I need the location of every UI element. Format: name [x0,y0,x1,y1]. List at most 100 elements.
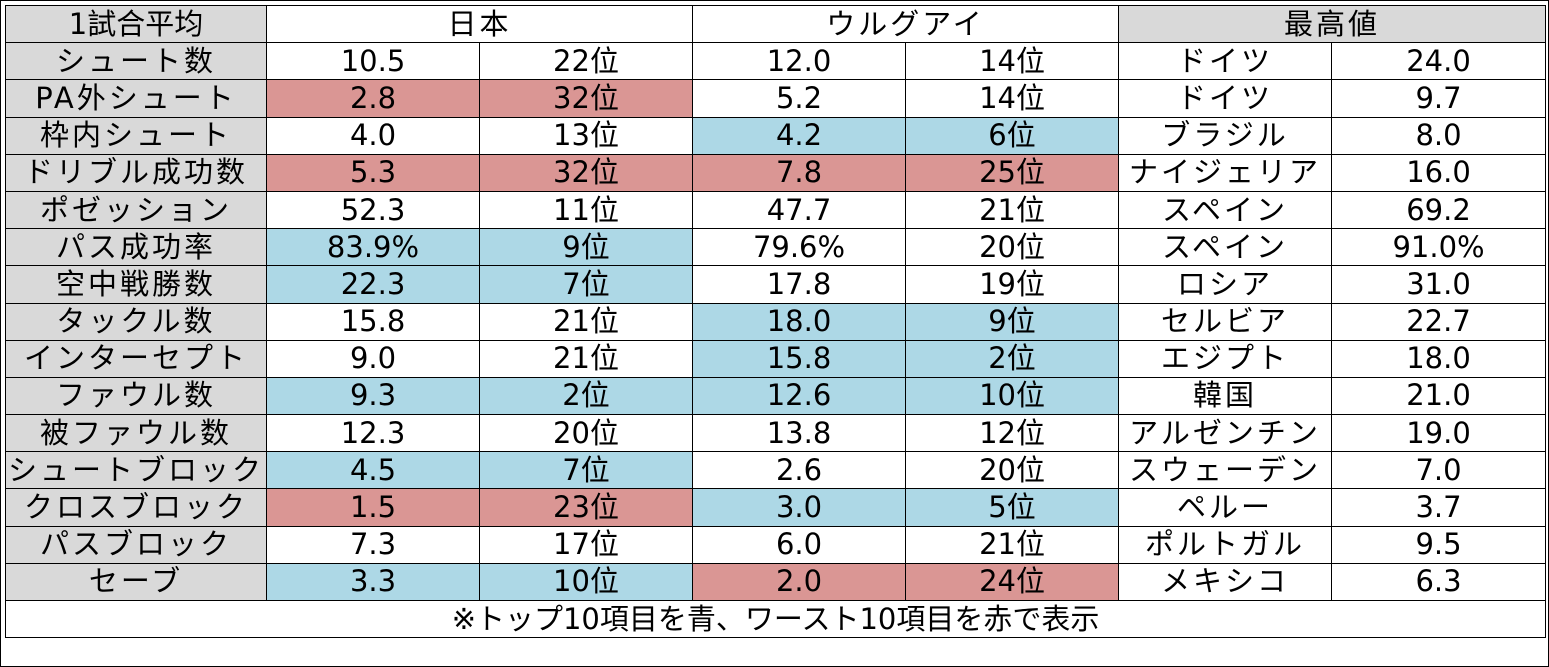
japan-value-cell: 15.8 [266,302,480,341]
uruguay-value-cell: 4.2 [692,116,907,155]
best-team-cell: ナイジェリア [1118,153,1333,192]
japan-value-cell: 83.9% [266,228,480,267]
best-value-cell: 24.0 [1331,42,1547,81]
uruguay-value-cell: 12.6 [692,376,907,416]
best-value-cell: 3.7 [1331,488,1547,527]
table-row: インターセプト 9.0 21位 15.8 2位 エジプト 18.0 [5,339,1547,378]
japan-value-cell: 52.3 [266,190,480,230]
best-team-cell: メキシコ [1118,562,1333,602]
uruguay-rank-cell: 5位 [905,488,1120,527]
best-team-cell: スペイン [1118,190,1333,230]
stat-label-cell: ドリブル成功数 [5,153,267,192]
best-value-cell: 22.7 [1331,302,1547,341]
uruguay-rank-cell: 21位 [905,190,1120,230]
japan-value-cell: 9.3 [266,376,480,416]
stat-label-cell: クロスブロック [5,488,267,527]
uruguay-value-cell: 3.0 [692,488,907,527]
japan-rank-cell: 21位 [478,302,694,341]
best-value-cell: 69.2 [1331,190,1547,230]
japan-value-cell: 7.3 [266,525,480,564]
legend-note: ※トップ10項目を青、ワースト10項目を赤で表示 [4,599,1547,639]
table-row: PA外シュート 2.8 32位 5.2 14位 ドイツ 9.7 [5,79,1547,118]
japan-rank-cell: 22位 [478,42,694,81]
uruguay-value-cell: 13.8 [692,414,907,453]
stat-label-cell: セーブ [5,562,267,602]
japan-rank-cell: 32位 [478,79,694,118]
uruguay-rank-cell: 2位 [905,339,1120,378]
japan-rank-cell: 10位 [478,562,694,602]
table-row: タックル数 15.8 21位 18.0 9位 セルビア 22.7 [5,302,1547,341]
uruguay-value-cell: 2.6 [692,451,907,490]
japan-value-cell: 4.0 [266,116,480,155]
japan-value-cell: 3.3 [266,562,480,602]
japan-rank-cell: 20位 [478,414,694,453]
best-team-cell: スペイン [1118,228,1333,267]
best-value-cell: 16.0 [1331,153,1547,192]
uruguay-rank-cell: 24位 [905,562,1120,602]
table-row: ポゼッション 52.3 11位 47.7 21位 スペイン 69.2 [5,190,1547,230]
uruguay-value-cell: 5.2 [692,79,907,118]
uruguay-rank-cell: 14位 [905,42,1120,81]
japan-rank-cell: 2位 [478,376,694,416]
best-team-cell: ペルー [1118,488,1333,527]
stat-label-cell: PA外シュート [5,79,267,118]
stat-label-cell: ファウル数 [5,376,267,416]
stat-label-cell: 空中戦勝数 [5,265,267,304]
uruguay-rank-cell: 20位 [905,228,1120,267]
japan-rank-cell: 13位 [478,116,694,155]
table-row: シュートブロック 4.5 7位 2.6 20位 スウェーデン 7.0 [5,451,1547,490]
japan-rank-cell: 21位 [478,339,694,378]
table-row: 枠内シュート 4.0 13位 4.2 6位 ブラジル 8.0 [5,116,1547,155]
uruguay-rank-cell: 6位 [905,116,1120,155]
best-value-cell: 21.0 [1331,376,1547,416]
japan-rank-cell: 7位 [478,451,694,490]
header-uruguay-cell: ウルグアイ [692,4,1120,44]
japan-rank-cell: 11位 [478,190,694,230]
note-row: ※トップ10項目を青、ワースト10項目を赤で表示 [4,599,1547,639]
table-row: パスブロック 7.3 17位 6.0 21位 ポルトガル 9.5 [5,525,1547,564]
japan-value-cell: 10.5 [266,42,480,81]
header-label-cell: 1試合平均 [5,4,267,44]
stats-body: シュート数 10.5 22位 12.0 14位 ドイツ 24.0 PA外シュート 2.8 32位 5… [5,42,1547,602]
header-japan-cell: 日本 [265,4,694,44]
japan-value-cell: 22.3 [266,265,480,304]
header-best-cell: 最高値 [1118,4,1547,44]
best-team-cell: エジプト [1118,339,1333,378]
uruguay-rank-cell: 25位 [905,153,1120,192]
stat-label-cell: ポゼッション [5,190,267,230]
best-value-cell: 7.0 [1331,451,1547,490]
uruguay-value-cell: 18.0 [692,302,907,341]
japan-value-cell: 1.5 [266,488,480,527]
stat-label-cell: 枠内シュート [5,116,267,155]
table-row: ファウル数 9.3 2位 12.6 10位 韓国 21.0 [5,376,1547,416]
table-row: シュート数 10.5 22位 12.0 14位 ドイツ 24.0 [5,42,1547,81]
header-row: 1試合平均 日本 ウルグアイ 最高値 [5,4,1547,44]
best-value-cell: 9.5 [1331,525,1547,564]
best-team-cell: ブラジル [1118,116,1333,155]
japan-value-cell: 5.3 [266,153,480,192]
best-team-cell: セルビア [1118,302,1333,341]
uruguay-value-cell: 47.7 [692,190,907,230]
uruguay-rank-cell: 19位 [905,265,1120,304]
best-team-cell: アルゼンチン [1118,414,1333,453]
uruguay-rank-cell: 12位 [905,414,1120,453]
best-team-cell: ドイツ [1118,79,1333,118]
stat-label-cell: パスブロック [5,525,267,564]
table-row: セーブ 3.3 10位 2.0 24位 メキシコ 6.3 [5,562,1547,602]
uruguay-value-cell: 6.0 [692,525,907,564]
uruguay-value-cell: 2.0 [692,562,907,602]
uruguay-rank-cell: 20位 [905,451,1120,490]
japan-rank-cell: 17位 [478,525,694,564]
japan-value-cell: 2.8 [266,79,480,118]
stat-label-cell: シュートブロック [5,451,267,490]
table-row: クロスブロック 1.5 23位 3.0 5位 ペルー 3.7 [5,488,1547,527]
japan-value-cell: 9.0 [266,339,480,378]
best-value-cell: 19.0 [1331,414,1547,453]
uruguay-value-cell: 7.8 [692,153,907,192]
best-value-cell: 91.0% [1331,228,1547,267]
stat-label-cell: タックル数 [5,302,267,341]
japan-rank-cell: 23位 [478,488,694,527]
best-value-cell: 31.0 [1331,265,1547,304]
table-row: ドリブル成功数 5.3 32位 7.8 25位 ナイジェリア 16.0 [5,153,1547,192]
